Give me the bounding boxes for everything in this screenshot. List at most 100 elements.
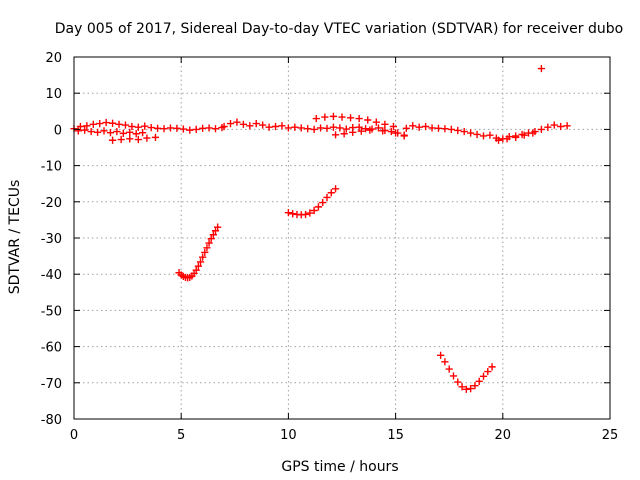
- data-point: [74, 127, 82, 135]
- data-point: [108, 136, 117, 144]
- data-point: [121, 121, 130, 129]
- data-point: [284, 124, 292, 132]
- data-point: [479, 132, 488, 140]
- data-point: [126, 128, 134, 136]
- data-point: [196, 258, 205, 266]
- data-point: [484, 367, 492, 376]
- data-point: [389, 122, 398, 131]
- series-band-15-23h: [402, 121, 571, 144]
- data-point: [361, 125, 370, 133]
- data-point: [415, 123, 423, 131]
- x-axis-label: GPS time / hours: [281, 459, 398, 475]
- data-point: [289, 210, 297, 218]
- y-tick-label: -30: [41, 232, 62, 247]
- data-point: [454, 126, 462, 135]
- data-point: [132, 130, 140, 138]
- data-point: [475, 377, 483, 385]
- data-point: [327, 189, 335, 197]
- data-point: [323, 124, 331, 132]
- data-point: [319, 198, 327, 207]
- y-tick-label: -10: [41, 160, 62, 175]
- data-point: [220, 122, 228, 131]
- y-tick-label: -70: [41, 377, 62, 392]
- data-point: [331, 131, 340, 139]
- series-band-0-7h: [70, 118, 226, 144]
- data-point: [246, 122, 254, 130]
- data-point: [486, 131, 494, 139]
- y-axis-label: SDTVAR / TECUs: [7, 180, 23, 295]
- data-point: [321, 113, 329, 121]
- data-point: [93, 128, 102, 136]
- data-point: [437, 351, 445, 359]
- data-point: [89, 120, 97, 128]
- data-point: [357, 127, 365, 135]
- data-point: [550, 121, 558, 129]
- data-point: [252, 120, 260, 128]
- y-tick-label: -20: [41, 196, 62, 211]
- data-point: [113, 127, 121, 136]
- data-point: [239, 120, 247, 128]
- data-point: [355, 123, 363, 131]
- data-point: [186, 126, 194, 134]
- data-point: [278, 122, 286, 130]
- data-point: [83, 122, 91, 130]
- series-arc-10h: [284, 185, 340, 219]
- data-point: [374, 124, 383, 132]
- data-point: [192, 266, 200, 274]
- data-point: [306, 209, 314, 217]
- data-point: [381, 120, 389, 128]
- data-point: [226, 120, 235, 128]
- data-point: [271, 122, 280, 131]
- data-point: [194, 262, 202, 270]
- chart-title: Day 005 of 2017, Sidereal Day-to-day VTE…: [55, 21, 623, 37]
- data-point: [366, 126, 374, 134]
- data-point: [529, 129, 537, 137]
- data-point: [314, 203, 323, 211]
- y-tick-label: 10: [45, 87, 62, 102]
- series-outlier: [537, 64, 545, 73]
- data-point: [102, 118, 110, 127]
- y-tick-label: -40: [41, 268, 62, 283]
- data-point: [467, 129, 475, 137]
- data-point: [338, 113, 346, 121]
- data-point: [214, 223, 222, 231]
- data-point: [331, 185, 340, 193]
- data-point: [209, 231, 217, 239]
- data-point: [205, 124, 213, 132]
- x-tick-label: 25: [602, 428, 619, 443]
- data-point: [203, 244, 211, 252]
- data-point: [462, 385, 470, 393]
- data-point: [503, 135, 511, 143]
- data-point: [297, 124, 305, 132]
- x-tick-label: 15: [387, 428, 404, 443]
- data-point: [441, 125, 449, 133]
- y-tick-label: -50: [41, 304, 62, 319]
- data-point: [520, 131, 528, 139]
- data-point: [372, 118, 380, 126]
- data-point: [316, 124, 325, 132]
- grid-lines: [74, 57, 610, 419]
- data-point: [342, 125, 350, 133]
- data-point: [310, 125, 318, 133]
- data-point: [160, 125, 168, 133]
- data-point: [346, 114, 355, 122]
- data-point: [143, 134, 151, 142]
- data-point: [473, 130, 481, 139]
- data-point: [304, 125, 312, 133]
- data-point: [117, 135, 125, 144]
- y-tick-label: -80: [41, 413, 62, 428]
- data-point: [211, 125, 220, 133]
- data-point: [211, 227, 220, 235]
- data-point: [329, 123, 338, 131]
- data-point: [336, 124, 344, 132]
- data-point: [449, 372, 458, 380]
- y-tick-label: 20: [45, 51, 62, 66]
- data-point: [467, 384, 475, 393]
- x-tick-label: 10: [280, 428, 297, 443]
- data-point: [134, 123, 142, 131]
- data-point: [544, 123, 552, 131]
- data-point: [192, 125, 200, 133]
- data-point: [447, 125, 455, 133]
- data-point: [284, 209, 292, 217]
- data-point: [310, 206, 318, 215]
